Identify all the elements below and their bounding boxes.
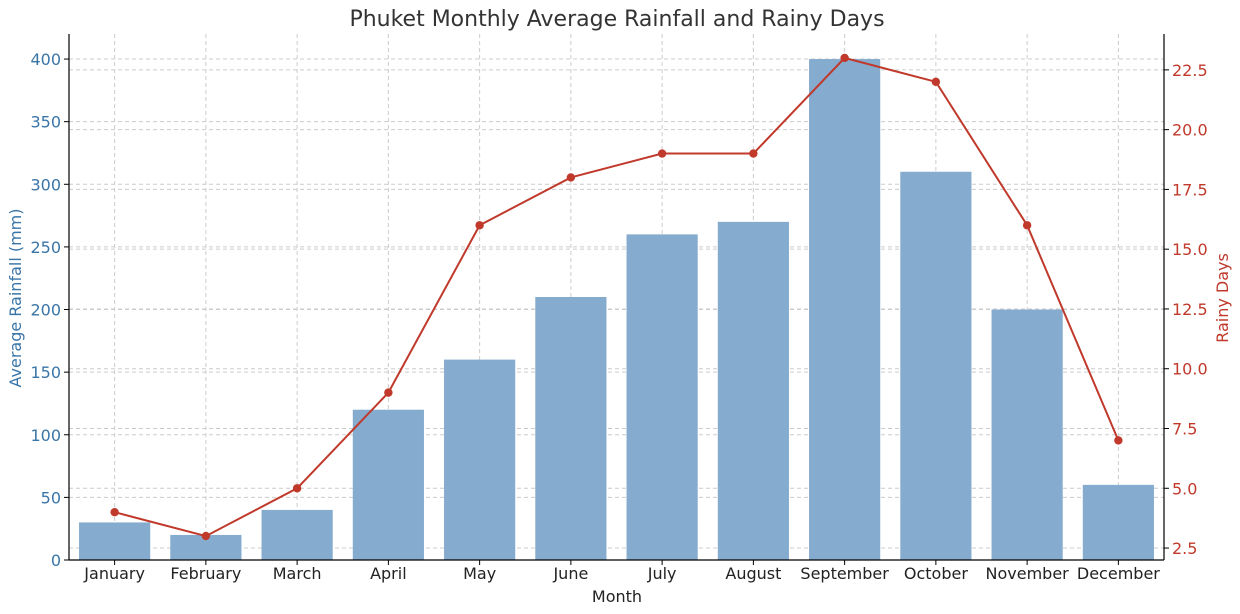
y-tick-label: 350 (30, 113, 61, 132)
x-tick-label: July (647, 564, 677, 583)
rainy-days-point (1022, 221, 1032, 230)
rainfall-bar (352, 409, 424, 560)
rainfall-bar (261, 509, 333, 560)
y2-tick-label: 7.5 (1172, 420, 1197, 439)
y2-tick-label: 12.5 (1172, 300, 1208, 319)
y2-tick-label: 22.5 (1172, 61, 1208, 80)
y-tick-label: 200 (30, 301, 61, 320)
x-tick-label: June (552, 564, 588, 583)
rainy-days-point (931, 77, 941, 87)
y2-tick-label: 2.5 (1172, 539, 1197, 558)
x-tick-label: August (725, 564, 781, 583)
y2-tick-label: 15.0 (1172, 240, 1208, 259)
y-axis-label: Average Rainfall (mm) (6, 208, 25, 387)
y2-tick-label: 17.5 (1172, 180, 1208, 199)
rainy-days-point (1114, 436, 1123, 445)
y-tick-label: 150 (30, 363, 61, 382)
y2-tick-label: 10.0 (1172, 360, 1208, 379)
y2-tick-label: 5.0 (1172, 479, 1197, 498)
y-tick-label: 300 (30, 175, 61, 194)
x-axis-label: Month (592, 587, 642, 606)
rainfall-bar (900, 171, 972, 560)
y-tick-label: 50 (41, 488, 61, 507)
chart-title: Phuket Monthly Average Rainfall and Rain… (349, 7, 884, 32)
rainfall-bar (444, 359, 516, 560)
x-tick-label: April (370, 564, 407, 583)
y-tick-label: 100 (30, 426, 61, 445)
rainy-days-line (110, 53, 1123, 541)
rainfall-bar (809, 59, 881, 561)
rainy-days-point (566, 173, 576, 182)
rainfall-bar (626, 234, 698, 560)
rainy-days-point (657, 149, 667, 158)
rainy-days-point (201, 531, 211, 541)
x-tick-label: February (170, 564, 241, 583)
rainfall-bar (717, 221, 789, 560)
x-tick-label: December (1077, 564, 1160, 583)
y2-axis-label: Rainy Days (1213, 253, 1232, 343)
y-tick-label: 0 (51, 551, 61, 570)
tick-labels: 0 50 100 150 200 250 300 350 400 2.5 5.0 7.5 10.0 12.… (30, 50, 1207, 583)
rainfall-bar (535, 297, 607, 560)
rainfall-bar (1082, 484, 1154, 560)
y-tick-label: 250 (30, 238, 61, 257)
rainfall-bar (79, 522, 151, 560)
x-tick-label: May (463, 564, 496, 583)
rainy-days-point (840, 53, 849, 63)
rainy-days-polyline (114, 56, 1120, 538)
rainy-days-point (749, 149, 758, 158)
x-tick-label: March (273, 564, 322, 583)
rainfall-bar (991, 309, 1063, 560)
rainfall-bars (79, 59, 1154, 561)
x-tick-label: September (800, 564, 889, 583)
x-tick-label: October (904, 564, 968, 583)
y-tick-label: 400 (30, 50, 61, 69)
x-tick-label: November (986, 564, 1070, 583)
y2-tick-label: 20.0 (1172, 121, 1208, 140)
rainy-days-point (292, 484, 302, 493)
rainy-days-point (110, 507, 119, 517)
rainy-days-point (475, 221, 484, 230)
rainy-days-point (384, 388, 393, 397)
x-tick-label: January (83, 564, 145, 583)
